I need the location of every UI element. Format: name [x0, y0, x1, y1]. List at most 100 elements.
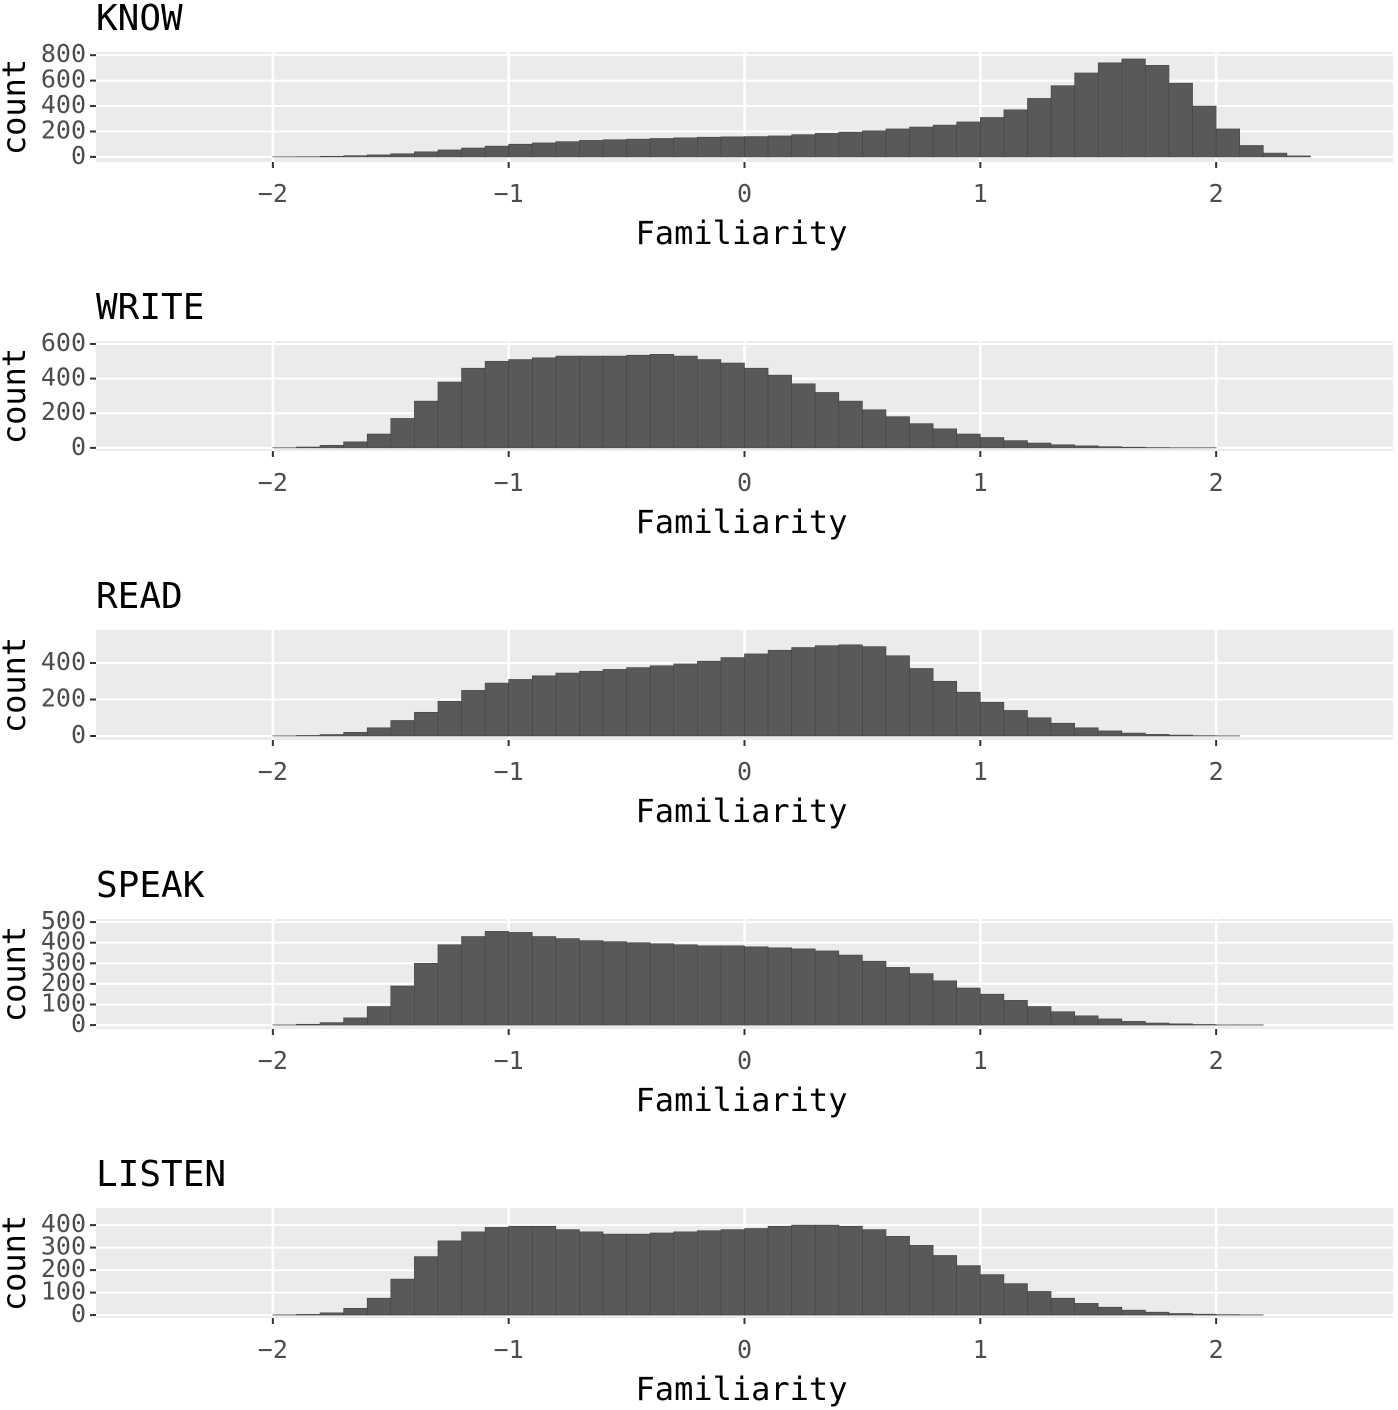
x-tick-label: 1	[973, 468, 988, 497]
histogram-bar	[814, 950, 840, 1026]
histogram-bar	[697, 359, 722, 449]
histogram-bar	[1168, 1023, 1193, 1026]
x-tick-label: −2	[258, 468, 288, 497]
x-axis-label: Familiarity	[636, 503, 848, 541]
histogram-bar	[720, 945, 745, 1026]
histogram-bar	[1145, 1311, 1170, 1316]
histogram-bar	[1027, 717, 1052, 737]
histogram-bar	[296, 1023, 321, 1026]
histogram-bar	[390, 153, 415, 158]
histogram-bar	[909, 668, 934, 737]
histogram-bar	[1027, 1006, 1052, 1026]
histogram-bar	[744, 367, 769, 449]
histogram-bar	[579, 670, 604, 737]
y-axis-label: count	[0, 1215, 33, 1311]
x-tick-label: 2	[1209, 1046, 1224, 1075]
histogram-bar	[862, 1229, 887, 1316]
histogram-bar	[1145, 65, 1170, 158]
y-tick-label: 400	[41, 647, 86, 676]
histogram-bar	[319, 155, 344, 158]
histogram-bar	[414, 400, 439, 449]
histogram-bar	[744, 653, 769, 737]
histogram-bar	[932, 1255, 958, 1316]
histogram-bar	[720, 136, 745, 158]
histogram-bar	[885, 128, 910, 158]
y-tick-label: 200	[41, 968, 86, 997]
histogram-bar	[932, 428, 958, 449]
histogram-bar	[626, 1233, 651, 1316]
histogram-bar	[838, 954, 863, 1026]
histogram-bar	[1145, 734, 1170, 737]
histogram-bar	[649, 665, 675, 737]
x-tick-label: −1	[494, 179, 524, 208]
histogram-bar	[980, 993, 1005, 1026]
y-tick-label: 0	[71, 1009, 86, 1038]
histogram-bar	[909, 973, 934, 1026]
panel-title: SPEAK	[96, 865, 205, 906]
histogram-bar	[1168, 82, 1193, 158]
histogram-bar	[814, 1224, 840, 1316]
histogram-bar	[980, 437, 1005, 449]
histogram-bar	[531, 936, 557, 1026]
histogram-bar	[390, 1278, 415, 1316]
y-tick-label: 200	[41, 684, 86, 713]
y-axis-label: count	[0, 926, 33, 1022]
y-tick-label: 0	[71, 141, 86, 170]
histogram-bar	[461, 936, 486, 1026]
histogram-bar	[838, 131, 863, 158]
x-tick-label: 1	[973, 179, 988, 208]
histogram-bar	[767, 947, 792, 1026]
histogram-bar	[531, 1225, 557, 1316]
histogram-bar	[862, 960, 887, 1026]
histogram-bar	[791, 134, 816, 158]
histogram-bar	[343, 155, 368, 158]
histogram-bar	[814, 645, 840, 737]
histogram-bar	[838, 1225, 863, 1316]
x-tick-label: 0	[737, 179, 752, 208]
x-tick-label: −2	[258, 179, 288, 208]
histogram-bar	[720, 657, 745, 737]
histogram-bar	[791, 948, 816, 1026]
histogram-bar	[390, 720, 415, 737]
histogram-bar	[626, 667, 651, 737]
x-tick-label: 1	[973, 1335, 988, 1364]
histogram-bar	[697, 1230, 722, 1316]
x-tick-label: −1	[494, 468, 524, 497]
histogram-bar	[1050, 444, 1075, 449]
histogram-bar	[885, 416, 910, 449]
histogram-bar	[767, 135, 792, 158]
y-tick-label: 0	[71, 720, 86, 749]
y-tick-label: 200	[41, 397, 86, 426]
histogram-bar	[956, 433, 981, 449]
x-tick-label: −2	[258, 757, 288, 786]
histogram-bar	[1003, 440, 1028, 449]
histogram-bar	[414, 1256, 439, 1316]
histogram-bar	[461, 367, 486, 449]
histogram-bar	[1027, 442, 1052, 449]
x-axis-label: Familiarity	[636, 1370, 848, 1408]
histogram-bar	[673, 663, 698, 737]
y-tick-label: 100	[41, 988, 86, 1017]
histogram-bar	[956, 121, 981, 158]
histogram-bar	[602, 1233, 627, 1316]
x-tick-label: 2	[1209, 757, 1224, 786]
histogram-bar	[319, 1312, 344, 1316]
histogram-bar	[579, 940, 604, 1026]
histogram-bar	[862, 646, 887, 737]
x-tick-label: −1	[494, 1335, 524, 1364]
histogram-bar	[579, 1231, 604, 1316]
histogram-bar	[1121, 1021, 1146, 1026]
histogram-bar	[531, 357, 557, 449]
panel-title: KNOW	[96, 0, 183, 39]
histogram-bar	[626, 354, 651, 449]
histogram-bar	[1050, 1011, 1075, 1026]
histogram-bar	[1003, 710, 1028, 737]
histogram-bar	[697, 660, 722, 737]
y-tick-label: 400	[41, 927, 86, 956]
histogram-bar	[1121, 58, 1146, 158]
histogram-bar	[366, 433, 392, 449]
panel-title: READ	[96, 576, 183, 617]
